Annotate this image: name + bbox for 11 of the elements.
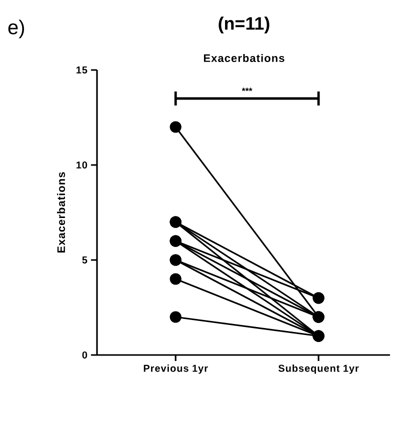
chart-title: (n=11) [218,16,270,34]
x-tick-label: Subsequent 1yr [278,364,359,374]
y-tick-label: 5 [82,256,88,264]
annotation: *** [242,88,252,92]
x-tick-label: Previous 1yr [144,364,208,374]
y-tick-label: 0 [82,351,88,359]
text: e) [8,20,24,38]
y-tick-label: 10 [76,161,88,169]
chart-subtitle: Exacerbations [204,54,284,62]
y-tick-label: 15 [76,66,88,74]
y-axis-title: Exacerbations [57,172,66,253]
